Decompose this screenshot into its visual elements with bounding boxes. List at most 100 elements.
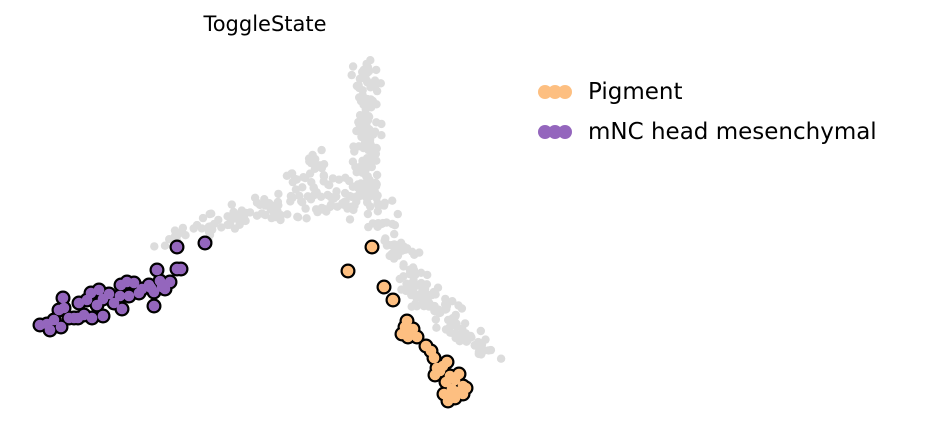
mnc-head-mesenchymal-point bbox=[148, 300, 160, 312]
background-cell-point bbox=[381, 234, 390, 243]
pigment-point bbox=[453, 368, 465, 380]
background-cell-point bbox=[358, 93, 368, 103]
background-cell-point bbox=[207, 209, 216, 218]
background-cell-point bbox=[357, 132, 366, 142]
background-cell-point bbox=[360, 184, 370, 193]
pigment-point bbox=[438, 388, 450, 400]
background-cell-point bbox=[173, 230, 182, 239]
background-cell-point bbox=[382, 218, 391, 227]
mnc-head-mesenchymal-point bbox=[123, 290, 135, 302]
background-cell-point bbox=[223, 212, 232, 221]
background-cell-point bbox=[406, 267, 415, 276]
background-cell-point bbox=[396, 238, 406, 247]
background-cell-point bbox=[310, 164, 320, 173]
background-cell-point bbox=[316, 192, 326, 201]
mnc-head-mesenchymal-point bbox=[93, 284, 105, 296]
background-cell-point bbox=[476, 326, 485, 336]
background-cell-point bbox=[189, 224, 198, 233]
legend-label-mnc-head-mesenchymal: mNC head mesenchymal bbox=[588, 119, 877, 145]
background-cell-point bbox=[306, 195, 316, 204]
background-cell-point bbox=[448, 297, 457, 306]
background-cell-point bbox=[286, 191, 296, 201]
background-cell-point bbox=[367, 152, 376, 161]
background-cell-point bbox=[477, 350, 486, 359]
background-cell-point bbox=[319, 171, 328, 180]
background-cell-point bbox=[298, 183, 307, 192]
mnc-head-mesenchymal-point bbox=[148, 286, 160, 298]
background-cell-point bbox=[454, 301, 463, 310]
background-cell-point bbox=[496, 354, 506, 363]
background-cell-point bbox=[363, 191, 372, 201]
background-cell-point bbox=[299, 173, 308, 182]
background-cell-point bbox=[311, 205, 321, 214]
pigment-series bbox=[342, 241, 472, 407]
background-cell-point bbox=[416, 268, 426, 277]
legend-marker-mnc-head-mesenchymal bbox=[538, 122, 578, 142]
pigment-point bbox=[407, 323, 419, 335]
background-cell-point bbox=[390, 229, 399, 239]
mnc-head-mesenchymal-point bbox=[108, 297, 120, 309]
background-cells bbox=[150, 56, 506, 363]
background-cell-point bbox=[354, 142, 363, 151]
background-cell-point bbox=[429, 287, 438, 297]
background-cell-point bbox=[255, 200, 265, 210]
mnc-head-mesenchymal-point bbox=[86, 312, 98, 324]
background-cell-point bbox=[462, 337, 471, 346]
mnc-head-mesenchymal-point bbox=[156, 281, 168, 293]
background-cell-point bbox=[266, 205, 275, 214]
pigment-point bbox=[411, 331, 423, 343]
background-cell-point bbox=[377, 131, 386, 140]
mnc-head-mesenchymal-point bbox=[115, 279, 127, 291]
background-cell-point bbox=[481, 335, 490, 344]
background-cell-point bbox=[304, 154, 314, 163]
background-cell-point bbox=[208, 225, 217, 234]
background-cell-point bbox=[451, 311, 460, 321]
background-cell-point bbox=[404, 282, 414, 291]
background-cell-point bbox=[412, 302, 421, 311]
pigment-point bbox=[402, 331, 414, 343]
background-cell-point bbox=[181, 231, 190, 240]
background-cell-point bbox=[410, 250, 419, 259]
background-cell-point bbox=[298, 198, 307, 207]
mnc-head-mesenchymal-point bbox=[91, 299, 103, 311]
background-cell-point bbox=[317, 145, 326, 155]
background-cell-point bbox=[352, 168, 361, 177]
mnc-head-mesenchymal-series bbox=[34, 237, 211, 336]
mnc-head-mesenchymal-point bbox=[72, 312, 84, 324]
pigment-point bbox=[446, 390, 458, 402]
background-cell-point bbox=[395, 274, 404, 284]
background-cell-point bbox=[347, 70, 356, 80]
background-cell-point bbox=[363, 209, 373, 219]
background-cell-point bbox=[283, 210, 292, 219]
background-cell-point bbox=[355, 83, 364, 93]
background-cell-point bbox=[332, 187, 341, 196]
mnc-head-mesenchymal-point bbox=[34, 319, 46, 331]
background-cell-point bbox=[348, 157, 358, 166]
background-cell-point bbox=[358, 156, 367, 165]
background-cell-point bbox=[237, 206, 246, 215]
background-cell-point bbox=[366, 56, 375, 65]
background-cell-point bbox=[344, 176, 354, 186]
background-cell-point bbox=[393, 209, 402, 219]
background-cell-point bbox=[345, 215, 355, 224]
background-cell-point bbox=[354, 117, 363, 127]
background-cell-point bbox=[420, 284, 430, 294]
background-cell-point bbox=[293, 213, 303, 222]
background-cell-point bbox=[365, 136, 374, 145]
mnc-head-mesenchymal-point bbox=[133, 287, 145, 299]
background-cell-point bbox=[326, 192, 335, 202]
background-cell-point bbox=[340, 197, 349, 207]
background-cell-point bbox=[409, 276, 418, 285]
pigment-point bbox=[342, 265, 354, 277]
background-cell-point bbox=[229, 207, 238, 217]
legend-item-pigment: Pigment bbox=[538, 72, 877, 112]
background-cell-point bbox=[407, 290, 416, 300]
background-cell-point bbox=[197, 224, 206, 233]
mnc-head-mesenchymal-point bbox=[53, 304, 65, 316]
mnc-head-mesenchymal-point bbox=[81, 294, 93, 306]
background-cell-point bbox=[265, 199, 274, 208]
mnc-head-mesenchymal-point bbox=[175, 263, 187, 275]
mnc-head-mesenchymal-point bbox=[116, 303, 128, 315]
background-cell-point bbox=[477, 343, 486, 352]
